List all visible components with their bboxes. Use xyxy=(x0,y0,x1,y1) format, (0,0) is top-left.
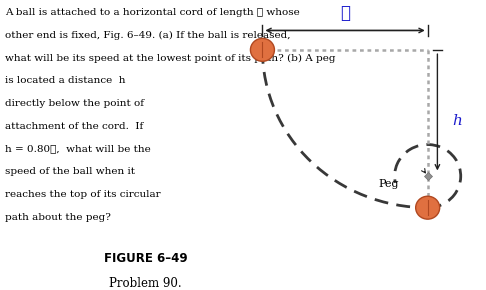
Text: is located a distance  h: is located a distance h xyxy=(5,77,125,86)
Text: A ball is attached to a horizontal cord of length ℓ whose: A ball is attached to a horizontal cord … xyxy=(5,8,299,17)
Text: Peg: Peg xyxy=(378,179,399,189)
Text: path about the peg?: path about the peg? xyxy=(5,213,111,222)
Text: FIGURE 6–49: FIGURE 6–49 xyxy=(104,252,188,265)
Text: attachment of the cord.  If: attachment of the cord. If xyxy=(5,122,143,131)
Ellipse shape xyxy=(250,38,275,61)
Text: other end is fixed, Fig. 6–49. (a) If the ball is released,: other end is fixed, Fig. 6–49. (a) If th… xyxy=(5,31,290,40)
Text: h = 0.80ℓ,  what will be the: h = 0.80ℓ, what will be the xyxy=(5,145,151,154)
Text: Problem 90.: Problem 90. xyxy=(109,277,182,290)
Ellipse shape xyxy=(416,196,440,219)
Text: speed of the ball when it: speed of the ball when it xyxy=(5,167,135,176)
Text: what will be its speed at the lowest point of its path? (b) A peg: what will be its speed at the lowest poi… xyxy=(5,54,335,63)
Text: directly below the point of: directly below the point of xyxy=(5,99,144,108)
Text: reaches the top of its circular: reaches the top of its circular xyxy=(5,190,160,199)
Text: h: h xyxy=(452,114,462,128)
Text: ℓ: ℓ xyxy=(340,5,350,22)
